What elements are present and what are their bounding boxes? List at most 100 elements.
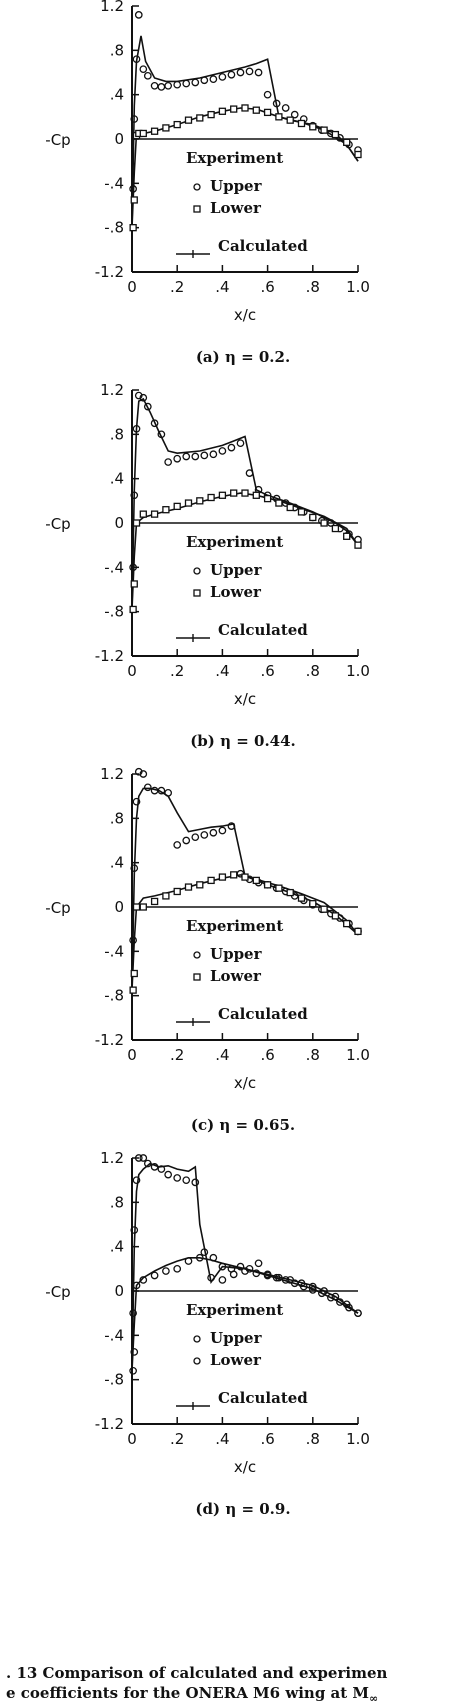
lower-point — [218, 491, 227, 499]
upper-point — [236, 439, 245, 448]
y-tick-label: 0 — [114, 1282, 124, 1300]
lower-point — [229, 1270, 238, 1279]
lower-point — [297, 1279, 306, 1288]
lower-point — [150, 127, 159, 135]
upper-point — [209, 75, 218, 84]
chart-panel-4: 1.2.8.40-.4-.8-1.20.2.4.6.8 1.0-Cpx/cExpe… — [45, 1149, 370, 1518]
lower-point — [130, 580, 138, 588]
lower-point — [130, 1348, 139, 1356]
lower-point — [320, 1287, 328, 1295]
legend-upper-marker — [193, 183, 201, 191]
lower-point — [354, 927, 362, 936]
figure-caption-subscript: ∞ — [369, 1692, 378, 1703]
x-tick-label: 1.0 — [346, 1046, 370, 1064]
upper-point — [157, 83, 166, 91]
lower-point — [173, 1264, 182, 1273]
lower-point — [132, 1281, 141, 1290]
legend-lower-marker — [193, 205, 201, 213]
y-tick-label: -1.2 — [95, 1415, 124, 1433]
upper-point — [218, 826, 227, 835]
legend-upper-label: Upper — [210, 1329, 263, 1347]
lower-point — [162, 124, 170, 132]
lower-point — [241, 873, 249, 881]
y-tick-label: -1.2 — [95, 1031, 124, 1049]
lower-point — [129, 224, 137, 232]
legend-lower-label: Lower — [210, 967, 262, 985]
lower-point — [286, 503, 294, 512]
x-axis-label: x/c — [234, 690, 256, 708]
legend-calculated-label: Calculated — [218, 1389, 308, 1407]
x-axis-label: x/c — [234, 1074, 256, 1092]
upper-point — [134, 767, 143, 776]
upper-point — [272, 99, 281, 108]
lower-point — [218, 873, 227, 881]
x-tick-label: .8 — [306, 1430, 320, 1448]
x-tick-label: .2 — [170, 1046, 184, 1064]
upper-point — [139, 1154, 148, 1162]
y-tick-label: .4 — [110, 86, 124, 104]
upper-point — [134, 1154, 143, 1162]
upper-point — [200, 1248, 209, 1257]
legend-lower-label: Lower — [210, 1351, 262, 1369]
y-tick-label: -.4 — [104, 1326, 124, 1344]
x-tick-label: 0 — [127, 1046, 137, 1064]
upper-point — [263, 90, 272, 99]
x-tick-label: 1.0 — [346, 278, 370, 296]
lower-point — [252, 491, 260, 499]
upper-point — [164, 1170, 173, 1179]
lower-point — [150, 897, 159, 906]
lower-point — [320, 519, 328, 527]
upper-point — [218, 447, 227, 455]
lower-point — [309, 513, 317, 522]
upper-point — [173, 841, 182, 849]
legend-upper-label: Upper — [210, 177, 263, 195]
lower-point — [275, 113, 283, 121]
y-tick-label: -1.2 — [95, 647, 124, 665]
lower-point — [263, 108, 272, 117]
upper-point — [218, 73, 227, 81]
upper-point — [200, 451, 209, 460]
upper-point — [272, 1273, 281, 1282]
chart-panel-1: 1.2.8.40-.4-.8-1.20.2.4.6.8 1.0-Cpx/cExpe… — [45, 0, 370, 366]
lower-point — [173, 502, 181, 511]
y-tick-label: -.8 — [104, 1371, 124, 1389]
upper-point — [200, 831, 209, 839]
lower-point — [343, 919, 351, 928]
lower-point — [230, 489, 238, 497]
legend-upper-marker — [193, 567, 201, 575]
legend-lower-marker — [193, 1357, 201, 1365]
lower-point — [196, 497, 204, 505]
lower-point — [162, 1267, 170, 1275]
y-tick-label: 1.2 — [100, 765, 124, 783]
upper-point — [130, 491, 139, 500]
upper-point — [164, 458, 173, 466]
legend-lower-marker — [193, 589, 201, 597]
lower-point — [343, 138, 351, 146]
upper-point — [236, 1262, 245, 1271]
lower-point — [286, 1276, 295, 1284]
upper-point — [290, 110, 299, 119]
lower-point — [173, 887, 181, 896]
y-tick-label: -.8 — [104, 987, 124, 1005]
upper-point — [327, 1293, 335, 1302]
lower-point — [241, 1267, 249, 1275]
y-axis-label: -Cp — [45, 1283, 70, 1301]
x-tick-label: 1.0 — [346, 662, 370, 680]
upper-point — [143, 783, 152, 792]
upper-point — [182, 836, 191, 845]
panel-caption: (b) η = 0.44. — [190, 732, 296, 750]
y-tick-label: .8 — [110, 41, 124, 59]
y-axis-label: -Cp — [45, 899, 70, 917]
panel-caption: (c) η = 0.65. — [191, 1116, 295, 1134]
upper-point — [130, 115, 139, 123]
lower-point — [286, 116, 294, 124]
x-tick-label: 0 — [127, 1430, 137, 1448]
lower-point — [218, 1276, 227, 1284]
upper-point — [308, 1286, 317, 1294]
upper-point — [139, 393, 148, 402]
upper-point — [317, 1289, 326, 1298]
y-tick-label: -.4 — [104, 558, 124, 576]
lower-point — [252, 876, 260, 885]
lower-point — [320, 905, 328, 913]
